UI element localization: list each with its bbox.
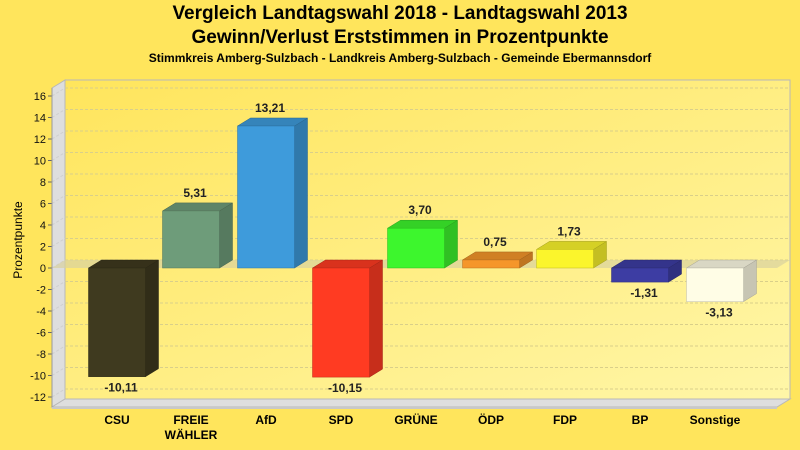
y-tick-label: -8: [36, 349, 46, 361]
gridline-depth: [51, 388, 66, 398]
x-tick-label: SPD: [329, 413, 354, 427]
data-label: -10,15: [328, 381, 362, 395]
y-tick-label: -6: [36, 328, 46, 340]
bar-front: [462, 259, 520, 269]
data-label: 1,73: [557, 224, 581, 238]
y-tick-label: -2: [36, 285, 46, 297]
y-tick-label: 0: [40, 263, 46, 275]
bar-side: [444, 219, 458, 269]
chart-location-subtitle: Stimmkreis Amberg-Sulzbach - Landkreis A…: [148, 51, 652, 65]
data-label: 0,75: [483, 235, 507, 249]
y-axis-label: Prozentpunkte: [11, 201, 25, 279]
bar-side: [294, 117, 308, 269]
gridline-depth: [51, 130, 66, 140]
bar-afd: [236, 117, 309, 269]
plot-floor-edge: [52, 407, 777, 409]
x-tick-label: Sonstige: [690, 413, 741, 427]
bar-side: [145, 259, 159, 378]
gridline-depth: [51, 152, 66, 161]
gridline-depth: [51, 302, 66, 312]
data-label: -3,13: [705, 306, 733, 320]
chart-title: Vergleich Landtagswahl 2018 - Landtagswa…: [172, 3, 628, 24]
bar-front: [686, 267, 744, 302]
x-tick-label: ÖDP: [478, 412, 504, 427]
x-tick-label: AfD: [255, 413, 277, 427]
bar-bp: [610, 259, 683, 283]
y-tick-label: -4: [36, 306, 46, 318]
y-tick-label: 4: [40, 220, 46, 232]
gridline-depth: [51, 87, 66, 97]
bar-front: [237, 125, 295, 269]
x-tick-label: GRÜNE: [394, 412, 437, 427]
x-tick-label: WÄHLER: [165, 427, 218, 442]
chart-subtitle: Gewinn/Verlust Erststimmen in Prozentpun…: [191, 27, 609, 48]
bar-freie-wähler: [161, 202, 234, 269]
y-tick-label: 2: [40, 242, 46, 254]
x-tick-label: BP: [632, 413, 649, 427]
data-label: -1,31: [630, 286, 658, 300]
data-label: 5,31: [183, 186, 207, 200]
bar-front: [88, 267, 146, 377]
bar-side: [219, 202, 233, 269]
bar-fdp: [535, 240, 608, 269]
data-label: -10,11: [104, 381, 138, 395]
gridline-depth: [51, 238, 66, 247]
x-tick-label: FDP: [553, 413, 577, 427]
bar-front: [387, 227, 445, 269]
bar-front: [312, 267, 370, 378]
gridline-depth: [51, 367, 66, 376]
bar-spd: [311, 259, 384, 378]
plot-left-wall: [51, 79, 66, 408]
plot-floor: [50, 398, 792, 408]
bar-csu: [87, 259, 160, 378]
bar-front: [611, 267, 669, 283]
x-tick-label: FREIE: [173, 413, 208, 427]
bar-ödp: [461, 251, 534, 269]
y-tick-label: 6: [40, 199, 46, 211]
y-tick-label: 8: [40, 177, 46, 189]
data-label: 3,70: [408, 203, 432, 217]
bar-grüne: [386, 219, 459, 269]
y-tick-label: 14: [34, 113, 46, 125]
gridline-depth: [51, 195, 66, 204]
gridline-depth: [51, 109, 66, 118]
gridline-depth: [51, 173, 66, 183]
data-label: 13,21: [255, 101, 285, 115]
y-tick-label: 12: [34, 134, 46, 146]
bar-sonstige: [685, 259, 758, 303]
gridline-depth: [51, 216, 66, 226]
y-tick-label: 16: [34, 91, 46, 103]
x-tick-label: CSU: [104, 413, 129, 427]
bar-front: [536, 249, 594, 269]
y-tick-label: 10: [34, 156, 46, 168]
gridline-depth: [51, 281, 66, 290]
gridline-depth: [51, 324, 66, 333]
bar-front: [162, 210, 220, 269]
bar-side: [369, 259, 383, 378]
gridline-depth: [51, 345, 66, 355]
y-tick-label: -12: [30, 392, 46, 404]
y-tick-label: -10: [30, 371, 46, 383]
